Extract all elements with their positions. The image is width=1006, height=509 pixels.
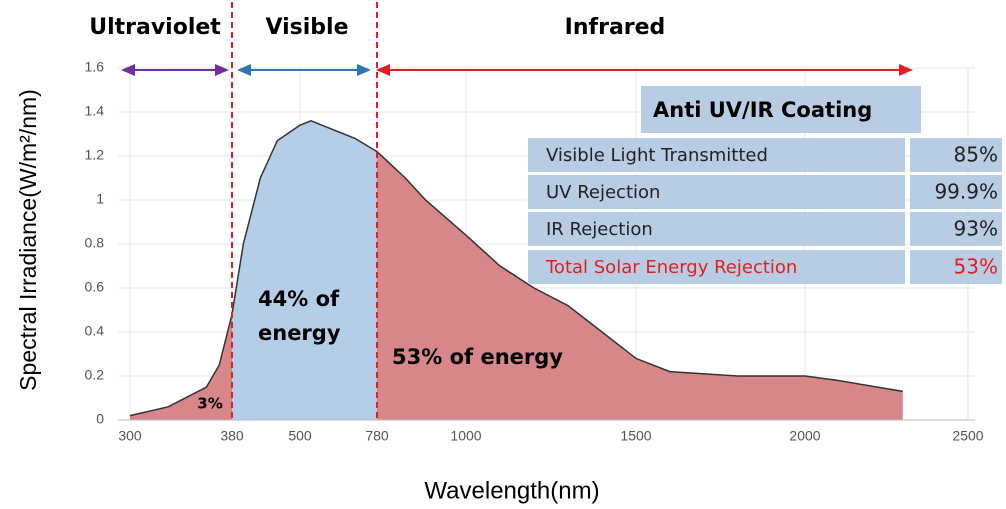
table-row-label: Total Solar Energy Rejection [545, 257, 797, 278]
area-region [377, 151, 903, 420]
table-row-value: 85% [954, 143, 998, 167]
table-row-value: 99.9% [934, 180, 998, 204]
table-title-cell [641, 86, 921, 133]
x-axis-label: Wavelength(nm) [424, 477, 599, 504]
table-cell [910, 175, 1002, 209]
x-tick-label: 780 [365, 428, 389, 444]
y-tick-label: 0.2 [85, 367, 105, 383]
y-tick-label: 0.4 [85, 323, 105, 339]
table-cell [910, 250, 1002, 284]
y-tick-label: 0 [96, 411, 104, 427]
y-tick-label: 1.2 [85, 147, 105, 163]
annotation: 3% [197, 395, 222, 413]
y-tick-label: 1 [96, 191, 104, 207]
band-label: Infrared [565, 15, 666, 40]
x-tick-label: 500 [288, 428, 312, 444]
annotation: 44% of [258, 287, 340, 311]
table-title: Anti UV/IR Coating [653, 98, 872, 122]
y-tick-label: 0.8 [85, 235, 105, 251]
x-tick-label: 2000 [789, 428, 820, 444]
y-tick-label: 0.6 [85, 279, 105, 295]
annotation: 53% of energy [392, 345, 563, 369]
x-tick-label: 380 [220, 428, 244, 444]
x-tick-label: 2500 [952, 428, 983, 444]
area-region [130, 314, 232, 420]
y-axis-label: Spectral Irradiance(W/m²/nm) [15, 89, 41, 391]
table-cell [910, 212, 1002, 246]
x-tick-label: 300 [118, 428, 142, 444]
table-cell [528, 138, 905, 172]
x-tick-label: 1500 [620, 428, 651, 444]
band-label: Ultraviolet [89, 15, 221, 40]
table-row-label: UV Rejection [546, 182, 660, 203]
table-row-label: IR Rejection [546, 219, 653, 240]
table-row-label: Visible Light Transmitted [546, 145, 768, 166]
table-row-value: 93% [954, 217, 998, 241]
y-tick-label: 1.6 [85, 59, 105, 75]
curve [129, 119, 903, 417]
x-tick-label: 1000 [450, 428, 481, 444]
band-label: Visible [265, 15, 348, 40]
y-tick-label: 1.4 [85, 103, 105, 119]
table-cell [910, 138, 1002, 172]
table-row-value: 53% [954, 255, 998, 279]
table-cell [528, 212, 905, 246]
annotation: energy [258, 321, 341, 345]
area-region [232, 120, 377, 421]
table-cell [528, 175, 905, 209]
table-cell [528, 250, 905, 284]
